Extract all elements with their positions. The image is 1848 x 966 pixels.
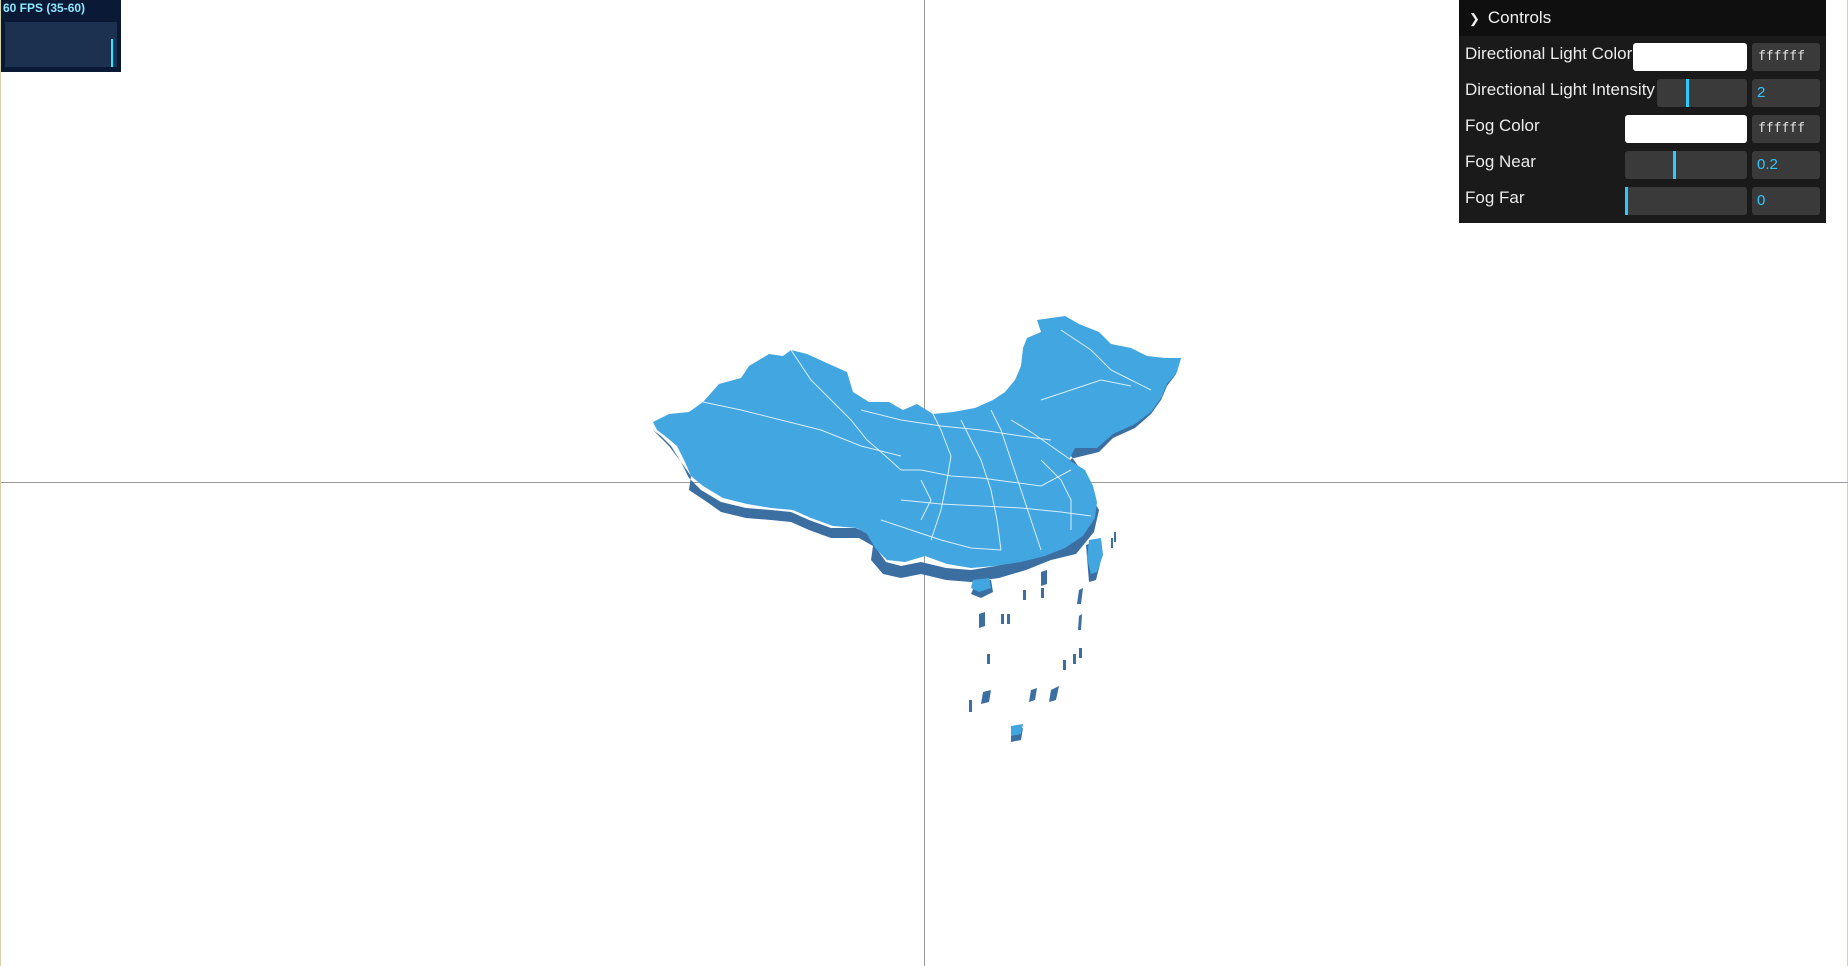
fog-near-label: Fog Near: [1465, 152, 1536, 171]
directional-light-intensity-row: Directional Light Intensity 2: [1459, 72, 1826, 108]
directional-light-color-swatch[interactable]: [1633, 43, 1747, 71]
directional-light-color-label: Directional Light Color: [1465, 44, 1633, 63]
province-borders: [702, 329, 1152, 551]
fog-near-input[interactable]: 0.2: [1752, 151, 1820, 179]
south-sea-islands: [969, 532, 1116, 712]
slider-handle[interactable]: [1673, 151, 1676, 179]
controls-header[interactable]: ❯ Controls: [1459, 0, 1826, 36]
fps-label: 60 FPS (35-60): [3, 1, 86, 15]
directional-light-intensity-slider[interactable]: [1657, 79, 1747, 107]
fog-far-slider[interactable]: [1625, 187, 1747, 215]
map-top-surface: [653, 316, 1181, 736]
controls-title: Controls: [1487, 8, 1552, 27]
fog-color-swatch[interactable]: [1625, 115, 1747, 143]
fog-near-row: Fog Near 0.2: [1459, 144, 1826, 180]
directional-light-color-row: Directional Light Color ffffff: [1459, 36, 1826, 72]
slider-handle[interactable]: [1625, 187, 1628, 215]
fps-monitor: 60 FPS (35-60): [1, 0, 121, 72]
chevron-down-icon: ❯: [1469, 11, 1480, 26]
directional-light-intensity-input[interactable]: 2: [1752, 79, 1820, 107]
fog-far-row: Fog Far 0: [1459, 180, 1826, 216]
fog-color-hex[interactable]: ffffff: [1752, 115, 1820, 143]
directional-light-color-hex[interactable]: ffffff: [1752, 43, 1820, 71]
directional-light-intensity-label: Directional Light Intensity: [1465, 80, 1655, 99]
fps-graph: [5, 22, 117, 67]
fog-color-label: Fog Color: [1465, 116, 1540, 135]
slider-handle[interactable]: [1686, 79, 1689, 107]
fog-color-row: Fog Color ffffff: [1459, 108, 1826, 144]
fps-graph-bar: [111, 39, 113, 67]
fog-far-input[interactable]: 0: [1752, 187, 1820, 215]
fog-near-slider[interactable]: [1625, 151, 1747, 179]
fog-far-label: Fog Far: [1465, 188, 1525, 207]
controls-panel: ❯ Controls Directional Light Color ffffff…: [1459, 0, 1826, 223]
